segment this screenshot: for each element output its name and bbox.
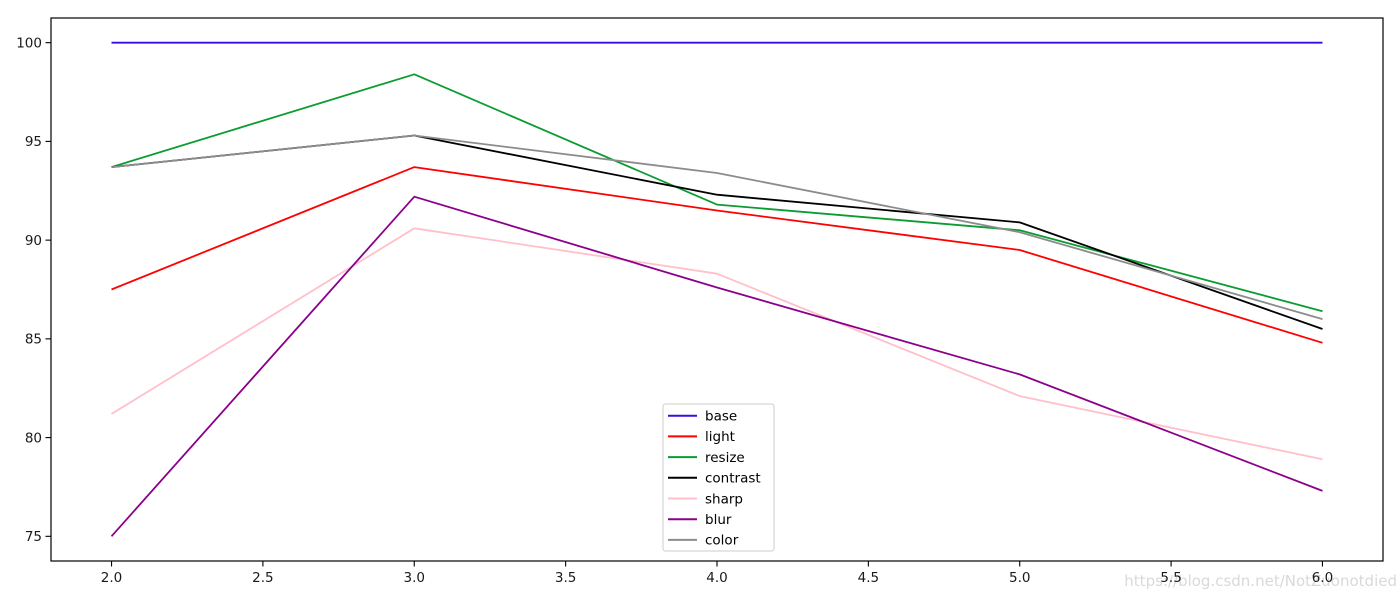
y-tick-label: 75 xyxy=(25,529,42,545)
legend-label-color: color xyxy=(705,533,739,549)
y-tick-label: 80 xyxy=(25,430,42,446)
x-tick-label: 3.5 xyxy=(555,570,576,586)
legend-label-light: light xyxy=(705,429,735,445)
legend: base light resize contrast sharp blur color xyxy=(662,403,775,552)
x-tick-label: 3.0 xyxy=(404,570,425,586)
x-tick-label: 5.5 xyxy=(1160,570,1181,586)
legend-label-base: base xyxy=(705,409,737,425)
legend-label-sharp: sharp xyxy=(705,491,743,507)
x-tick-label: 6.0 xyxy=(1312,570,1333,586)
series-line-light xyxy=(111,166,1323,344)
series-line-color xyxy=(111,134,1323,320)
legend-label-resize: resize xyxy=(705,450,745,466)
y-tick-label: 95 xyxy=(25,134,42,150)
series-line-sharp xyxy=(111,227,1323,461)
x-tick-label: 2.0 xyxy=(101,570,122,586)
legend-box xyxy=(662,403,775,552)
y-tick-label: 85 xyxy=(25,332,42,348)
x-tick-label: 5.0 xyxy=(1009,570,1030,586)
x-tick-label: 4.0 xyxy=(706,570,727,586)
y-tick-label: 100 xyxy=(16,35,42,51)
legend-label-contrast: contrast xyxy=(705,471,761,487)
legend-label-blur: blur xyxy=(705,512,732,528)
y-tick-label: 90 xyxy=(25,233,42,249)
watermark-text: https://blog.csdn.net/NotZuonotdied xyxy=(1124,572,1397,590)
x-tick-label: 2.5 xyxy=(252,570,273,586)
x-tick-label: 4.5 xyxy=(858,570,879,586)
series-line-blur xyxy=(110,195,1323,537)
